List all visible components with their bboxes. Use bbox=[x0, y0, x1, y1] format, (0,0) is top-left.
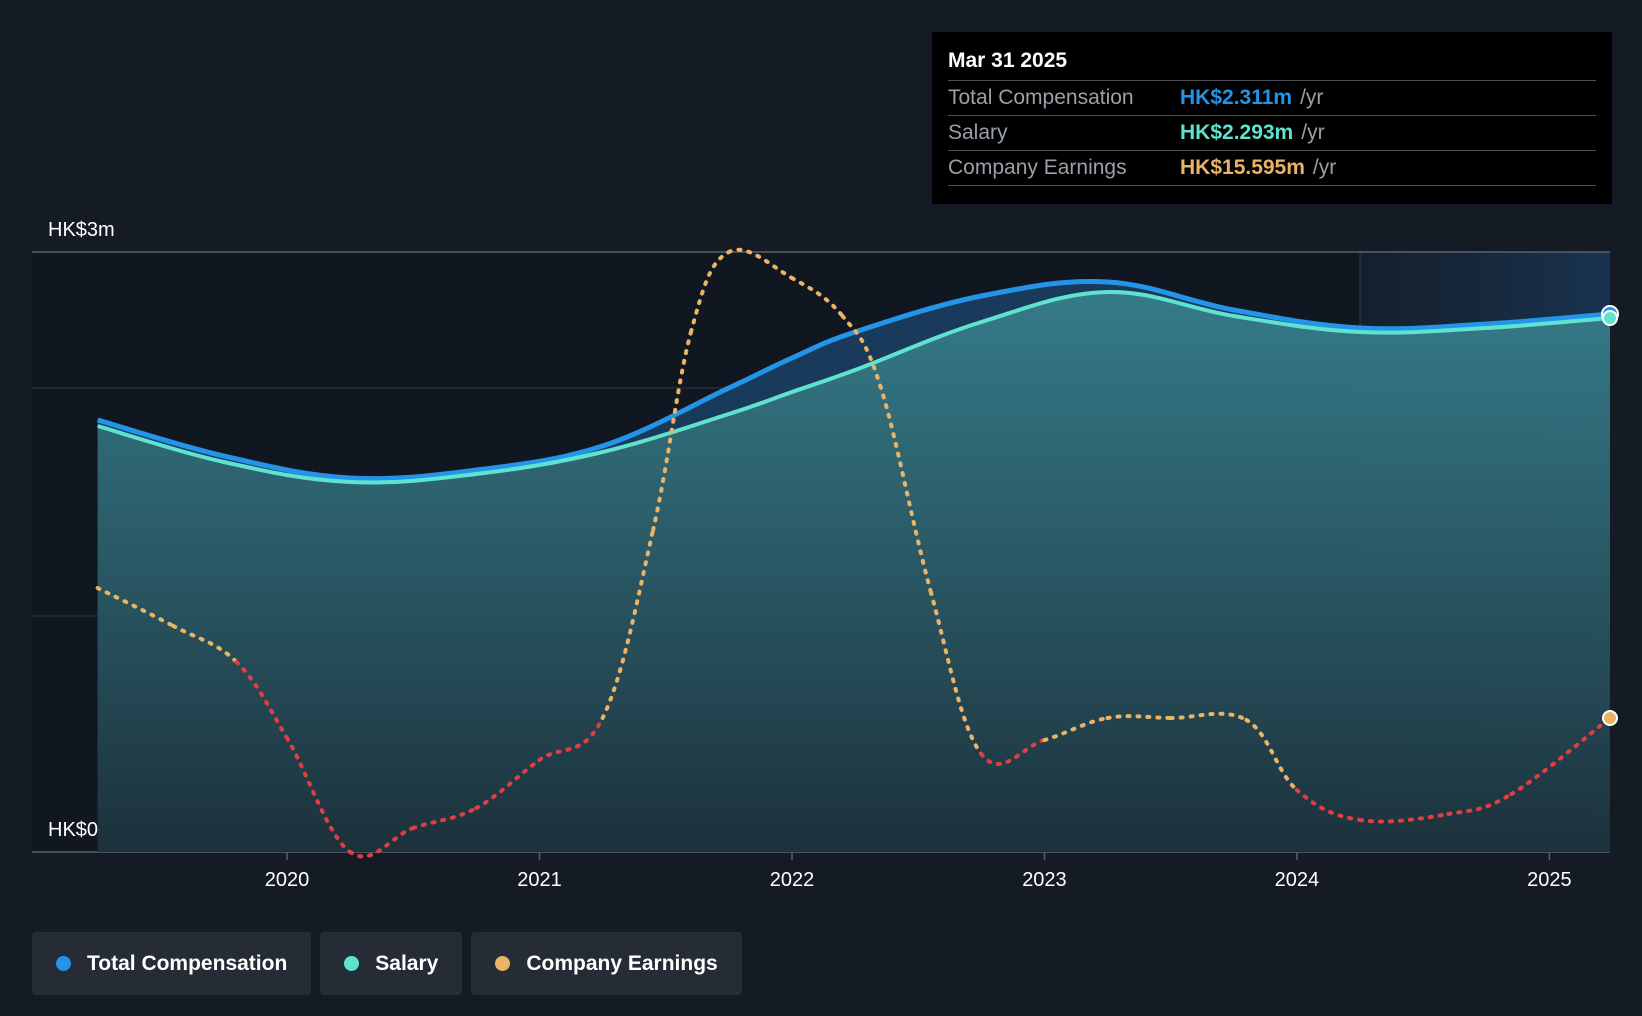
legend-label: Company Earnings bbox=[526, 951, 718, 975]
tooltip-value: HK$2.311m bbox=[1180, 86, 1293, 109]
x-tick-label: 2021 bbox=[517, 869, 562, 891]
x-tick-label: 2024 bbox=[1275, 869, 1320, 891]
company-earnings-segment bbox=[1294, 788, 1363, 822]
company-earnings-segment bbox=[726, 247, 794, 280]
company-earnings-segment bbox=[600, 528, 656, 720]
company-earnings-segment bbox=[1358, 812, 1451, 824]
company-earnings-segment bbox=[1042, 716, 1110, 742]
x-tick-label: 2020 bbox=[265, 869, 310, 891]
company-earnings-segment bbox=[1168, 711, 1249, 722]
legend-label: Total Compensation bbox=[87, 951, 288, 975]
tooltip-value: HK$2.293m bbox=[1180, 121, 1294, 144]
x-tick-label: 2025 bbox=[1527, 869, 1572, 891]
tooltip-label: Total Compensation bbox=[948, 86, 1134, 109]
company-earnings-segment bbox=[840, 314, 883, 388]
tooltip-row-salary: Salary HK$2.293m /yr bbox=[948, 115, 1596, 150]
legend-dot-icon bbox=[344, 956, 360, 971]
company-earnings-end-point bbox=[1602, 710, 1618, 726]
y-axis-top-label: HK$3m bbox=[48, 219, 115, 241]
tooltip-panel: Mar 31 2025 Total Compensation HK$2.311m… bbox=[932, 32, 1612, 204]
legend-item-salary[interactable]: Salary bbox=[320, 932, 463, 995]
tooltip-label: Company Earnings bbox=[948, 156, 1127, 179]
company-earnings-segment bbox=[474, 758, 542, 810]
legend-dot-icon bbox=[495, 956, 511, 971]
company-earnings-segment bbox=[928, 590, 984, 756]
company-earnings-segment bbox=[1509, 716, 1612, 796]
salary-line bbox=[97, 289, 1611, 485]
salary-end-point bbox=[1602, 310, 1618, 326]
tooltip-date: Mar 31 2025 bbox=[948, 49, 1068, 72]
company-earnings-segment bbox=[1446, 792, 1514, 816]
salary-area bbox=[97, 291, 1611, 853]
legend-label: Salary bbox=[375, 951, 439, 975]
company-earnings-segment bbox=[1105, 714, 1173, 720]
x-tick-label: 2023 bbox=[1022, 869, 1067, 891]
company-earnings-segment bbox=[789, 276, 845, 318]
tooltip-row-total-compensation: Total Compensation HK$2.311m /yr bbox=[948, 80, 1596, 115]
tooltip-value: HK$15.595m bbox=[1180, 156, 1305, 179]
tooltip-unit: /yr bbox=[1301, 121, 1325, 144]
company-earnings-segment bbox=[411, 806, 479, 830]
x-tick-label: 2022 bbox=[770, 869, 815, 891]
legend-dot-icon bbox=[56, 956, 71, 971]
tooltip-label: Salary bbox=[948, 121, 1008, 144]
tooltip-row-company-earnings: Company Earnings HK$15.595m /yr bbox=[948, 150, 1596, 186]
tooltip-unit: /yr bbox=[1300, 86, 1324, 109]
total-compensation-line bbox=[96, 279, 1611, 482]
legend: Total Compensation Salary Company Earnin… bbox=[32, 932, 742, 995]
y-axis-bottom-label: HK$0 bbox=[48, 819, 98, 841]
tooltip-unit: /yr bbox=[1312, 156, 1337, 179]
company-earnings-segment bbox=[285, 736, 353, 854]
company-earnings-segment bbox=[878, 384, 933, 594]
company-earnings-segment bbox=[651, 330, 693, 532]
company-earnings-segment bbox=[979, 738, 1047, 766]
company-earnings-segment bbox=[1244, 718, 1299, 792]
company-earnings-segment bbox=[234, 660, 290, 740]
legend-item-company-earnings[interactable]: Company Earnings bbox=[471, 932, 742, 995]
legend-item-total-compensation[interactable]: Total Compensation bbox=[32, 932, 312, 995]
